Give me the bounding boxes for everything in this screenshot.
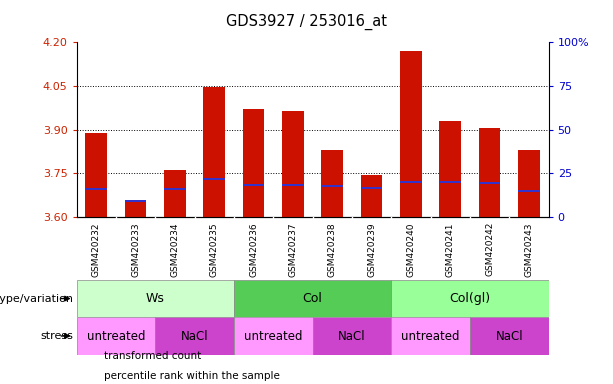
Text: Ws: Ws xyxy=(146,292,165,305)
Bar xyxy=(321,185,343,187)
Text: GSM420243: GSM420243 xyxy=(525,222,533,276)
Text: NaCl: NaCl xyxy=(495,329,523,343)
Bar xyxy=(77,280,234,317)
Text: GSM420232: GSM420232 xyxy=(92,222,101,276)
Bar xyxy=(313,317,391,355)
Bar xyxy=(518,190,540,192)
Bar xyxy=(479,182,500,184)
Bar xyxy=(440,121,461,217)
Text: NaCl: NaCl xyxy=(181,329,208,343)
Text: GSM420235: GSM420235 xyxy=(210,222,219,276)
Bar xyxy=(164,170,186,217)
Bar xyxy=(204,178,225,180)
Text: GSM420234: GSM420234 xyxy=(170,222,180,276)
Text: GSM420239: GSM420239 xyxy=(367,222,376,276)
Bar xyxy=(282,111,304,217)
Text: transformed count: transformed count xyxy=(104,351,202,361)
Text: stress: stress xyxy=(40,331,74,341)
Bar xyxy=(440,181,461,183)
Text: untreated: untreated xyxy=(86,329,145,343)
Text: GDS3927 / 253016_at: GDS3927 / 253016_at xyxy=(226,13,387,30)
Bar xyxy=(391,280,549,317)
Bar xyxy=(234,317,313,355)
Text: percentile rank within the sample: percentile rank within the sample xyxy=(104,371,280,381)
Bar xyxy=(282,184,304,186)
Text: NaCl: NaCl xyxy=(338,329,366,343)
Bar xyxy=(234,280,391,317)
Bar xyxy=(391,317,470,355)
Bar xyxy=(125,202,147,217)
Text: GSM420240: GSM420240 xyxy=(406,222,416,276)
Text: Col(gl): Col(gl) xyxy=(449,292,490,305)
Bar xyxy=(400,51,422,217)
Bar xyxy=(77,317,155,355)
Text: GSM420242: GSM420242 xyxy=(485,222,494,276)
Bar xyxy=(243,109,264,217)
Bar xyxy=(243,184,264,186)
Bar xyxy=(400,181,422,183)
Bar xyxy=(321,150,343,217)
Bar xyxy=(204,87,225,217)
Bar xyxy=(155,317,234,355)
Text: GSM420233: GSM420233 xyxy=(131,222,140,276)
Bar xyxy=(479,128,500,217)
Bar xyxy=(361,175,383,217)
Text: untreated: untreated xyxy=(244,329,303,343)
Bar xyxy=(85,188,107,190)
Text: untreated: untreated xyxy=(402,329,460,343)
Bar xyxy=(518,150,540,217)
Text: GSM420237: GSM420237 xyxy=(289,222,297,276)
Bar xyxy=(85,132,107,217)
Text: genotype/variation: genotype/variation xyxy=(0,293,74,304)
Text: Col: Col xyxy=(303,292,322,305)
Bar xyxy=(164,188,186,190)
Bar xyxy=(361,187,383,189)
Text: GSM420238: GSM420238 xyxy=(328,222,337,276)
Text: GSM420236: GSM420236 xyxy=(249,222,258,276)
Bar xyxy=(470,317,549,355)
Text: GSM420241: GSM420241 xyxy=(446,222,455,276)
Bar xyxy=(125,200,147,202)
